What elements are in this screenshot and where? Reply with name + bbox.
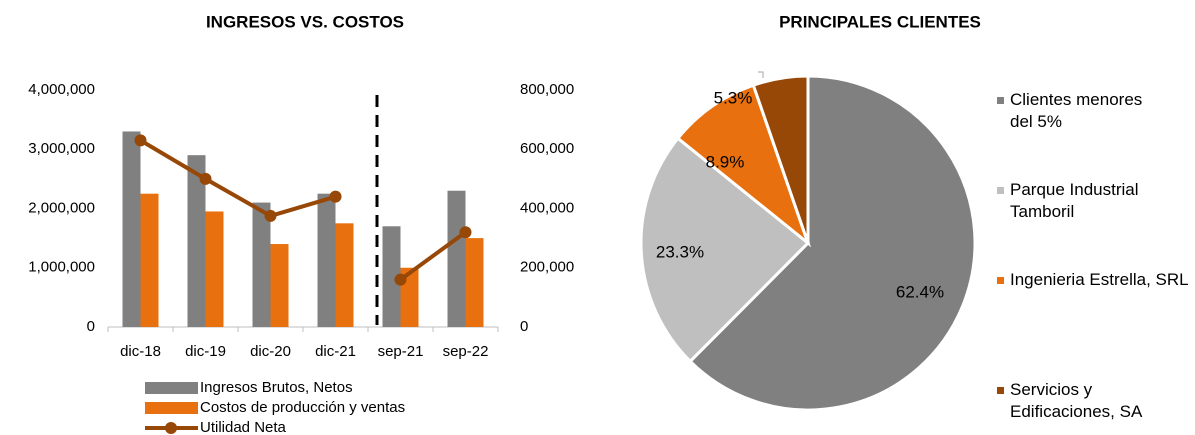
legend-label: Costos de producción y ventas	[200, 399, 405, 416]
legend-entry: Parque Industrial Tamboril	[997, 179, 1190, 223]
legend-label: Ingresos Brutos, Netos	[200, 379, 353, 396]
legend-swatch	[145, 402, 198, 414]
data-label: 23.3%	[656, 242, 704, 261]
y2-tick-label: 600,000	[520, 140, 574, 157]
legend-swatch	[997, 277, 1004, 284]
y2-tick-label: 0	[520, 318, 528, 335]
bar	[140, 193, 159, 327]
data-label: 8.9%	[706, 152, 745, 171]
chart-title: INGRESOS VS. COSTOS	[206, 12, 404, 31]
data-label: 62.4%	[896, 282, 944, 301]
legend-swatch	[997, 187, 1004, 194]
y-tick-label: 0	[87, 318, 95, 335]
x-tick-label: dic-20	[250, 343, 291, 360]
y-tick-label: 2,000,000	[28, 199, 95, 216]
y2-tick-label: 800,000	[520, 81, 574, 98]
data-label: 5.3%	[714, 88, 753, 107]
bar	[205, 211, 224, 327]
y-tick-label: 3,000,000	[28, 140, 95, 157]
legend-swatch	[997, 97, 1004, 104]
legend-label: Parque Industrial Tamboril	[1010, 180, 1139, 221]
point	[264, 209, 277, 222]
legend-label: Servicios y Edificaciones, SA	[1010, 380, 1143, 421]
point	[459, 226, 472, 239]
bar	[270, 244, 289, 327]
bar	[122, 131, 141, 327]
pie-slice	[751, 74, 810, 244]
point	[329, 190, 342, 203]
y-tick-label: 1,000,000	[28, 259, 95, 276]
legend-swatch	[165, 422, 177, 434]
legend-entry: Clientes menores del 5%	[997, 89, 1160, 133]
point	[134, 134, 147, 147]
bar	[335, 223, 354, 327]
x-tick-label: dic-21	[315, 343, 356, 360]
legend-swatch	[997, 387, 1004, 394]
x-tick-label: dic-18	[120, 343, 161, 360]
y2-tick-label: 400,000	[520, 199, 574, 216]
bar	[317, 193, 336, 327]
bar	[465, 238, 484, 327]
pie-slice	[675, 83, 812, 248]
leader-line	[758, 71, 764, 78]
point	[199, 172, 212, 185]
bar	[187, 155, 206, 327]
x-tick-label: sep-21	[378, 343, 424, 360]
bar	[447, 190, 466, 327]
legend-entry: Servicios y Edificaciones, SA	[997, 379, 1190, 423]
line	[139, 138, 467, 282]
legend-swatch	[145, 382, 198, 394]
point	[394, 273, 407, 286]
pie-slice	[688, 74, 977, 412]
legend-label: Utilidad Neta	[200, 419, 287, 435]
y-tick-label: 4,000,000	[28, 81, 95, 98]
y2-tick-label: 200,000	[520, 259, 574, 276]
legend-label: Clientes menores del 5%	[1010, 90, 1143, 131]
bar	[382, 226, 401, 327]
pie-slice	[639, 136, 811, 364]
chart-title: PRINCIPALES CLIENTES	[779, 12, 981, 31]
x-tick-label: sep-22	[443, 343, 489, 360]
bar	[252, 202, 271, 327]
x-tick-label: dic-19	[185, 343, 226, 360]
legend-entry: Ingenieria Estrella, SRL	[997, 269, 1190, 291]
legend-label: Ingenieria Estrella, SRL	[1010, 270, 1189, 289]
